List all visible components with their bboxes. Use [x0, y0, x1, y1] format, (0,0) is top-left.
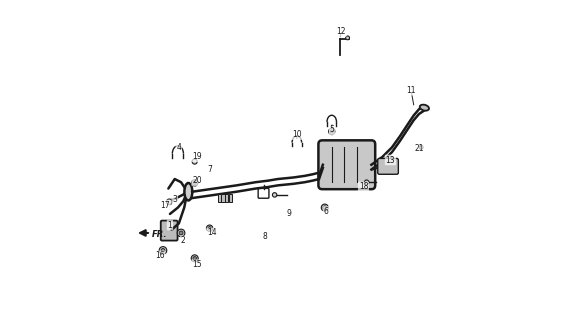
Circle shape — [192, 180, 198, 186]
Text: 15: 15 — [192, 260, 202, 269]
Text: FR.: FR. — [152, 230, 167, 239]
Text: 4: 4 — [177, 143, 181, 152]
Circle shape — [208, 227, 211, 230]
Text: 20: 20 — [192, 176, 202, 185]
Text: 9: 9 — [286, 209, 291, 219]
Circle shape — [193, 257, 196, 260]
Circle shape — [346, 36, 350, 40]
Circle shape — [323, 206, 327, 209]
Circle shape — [206, 225, 213, 231]
Text: 7: 7 — [207, 165, 212, 174]
Circle shape — [419, 145, 423, 149]
Text: 2: 2 — [181, 236, 186, 245]
Text: 19: 19 — [192, 152, 202, 161]
Circle shape — [272, 193, 277, 197]
Bar — [221, 194, 224, 202]
Circle shape — [330, 130, 333, 133]
Circle shape — [321, 204, 328, 211]
Text: 11: 11 — [406, 86, 416, 95]
Circle shape — [161, 249, 165, 252]
Text: 21: 21 — [414, 144, 424, 153]
Bar — [217, 194, 221, 202]
Text: 12: 12 — [336, 27, 346, 36]
FancyBboxPatch shape — [161, 220, 178, 241]
Bar — [225, 194, 228, 202]
Bar — [229, 194, 232, 202]
Circle shape — [191, 255, 198, 262]
Text: 16: 16 — [155, 251, 164, 260]
Text: 5: 5 — [329, 125, 335, 134]
Circle shape — [193, 181, 196, 184]
Text: 1: 1 — [167, 220, 173, 229]
Text: 13: 13 — [386, 156, 395, 164]
Text: 8: 8 — [262, 232, 267, 241]
Circle shape — [159, 247, 167, 254]
Circle shape — [364, 180, 369, 184]
Circle shape — [167, 199, 172, 205]
Text: 14: 14 — [207, 228, 217, 237]
Circle shape — [177, 229, 185, 237]
FancyBboxPatch shape — [318, 140, 375, 189]
Text: 18: 18 — [358, 182, 368, 191]
Text: 3: 3 — [173, 195, 177, 204]
Circle shape — [192, 159, 197, 164]
Circle shape — [329, 128, 335, 135]
FancyBboxPatch shape — [378, 158, 399, 174]
Text: 17: 17 — [160, 201, 170, 210]
Text: 6: 6 — [324, 207, 328, 216]
Ellipse shape — [419, 105, 429, 111]
Text: 10: 10 — [292, 130, 302, 139]
Circle shape — [179, 231, 183, 235]
Ellipse shape — [184, 183, 192, 200]
